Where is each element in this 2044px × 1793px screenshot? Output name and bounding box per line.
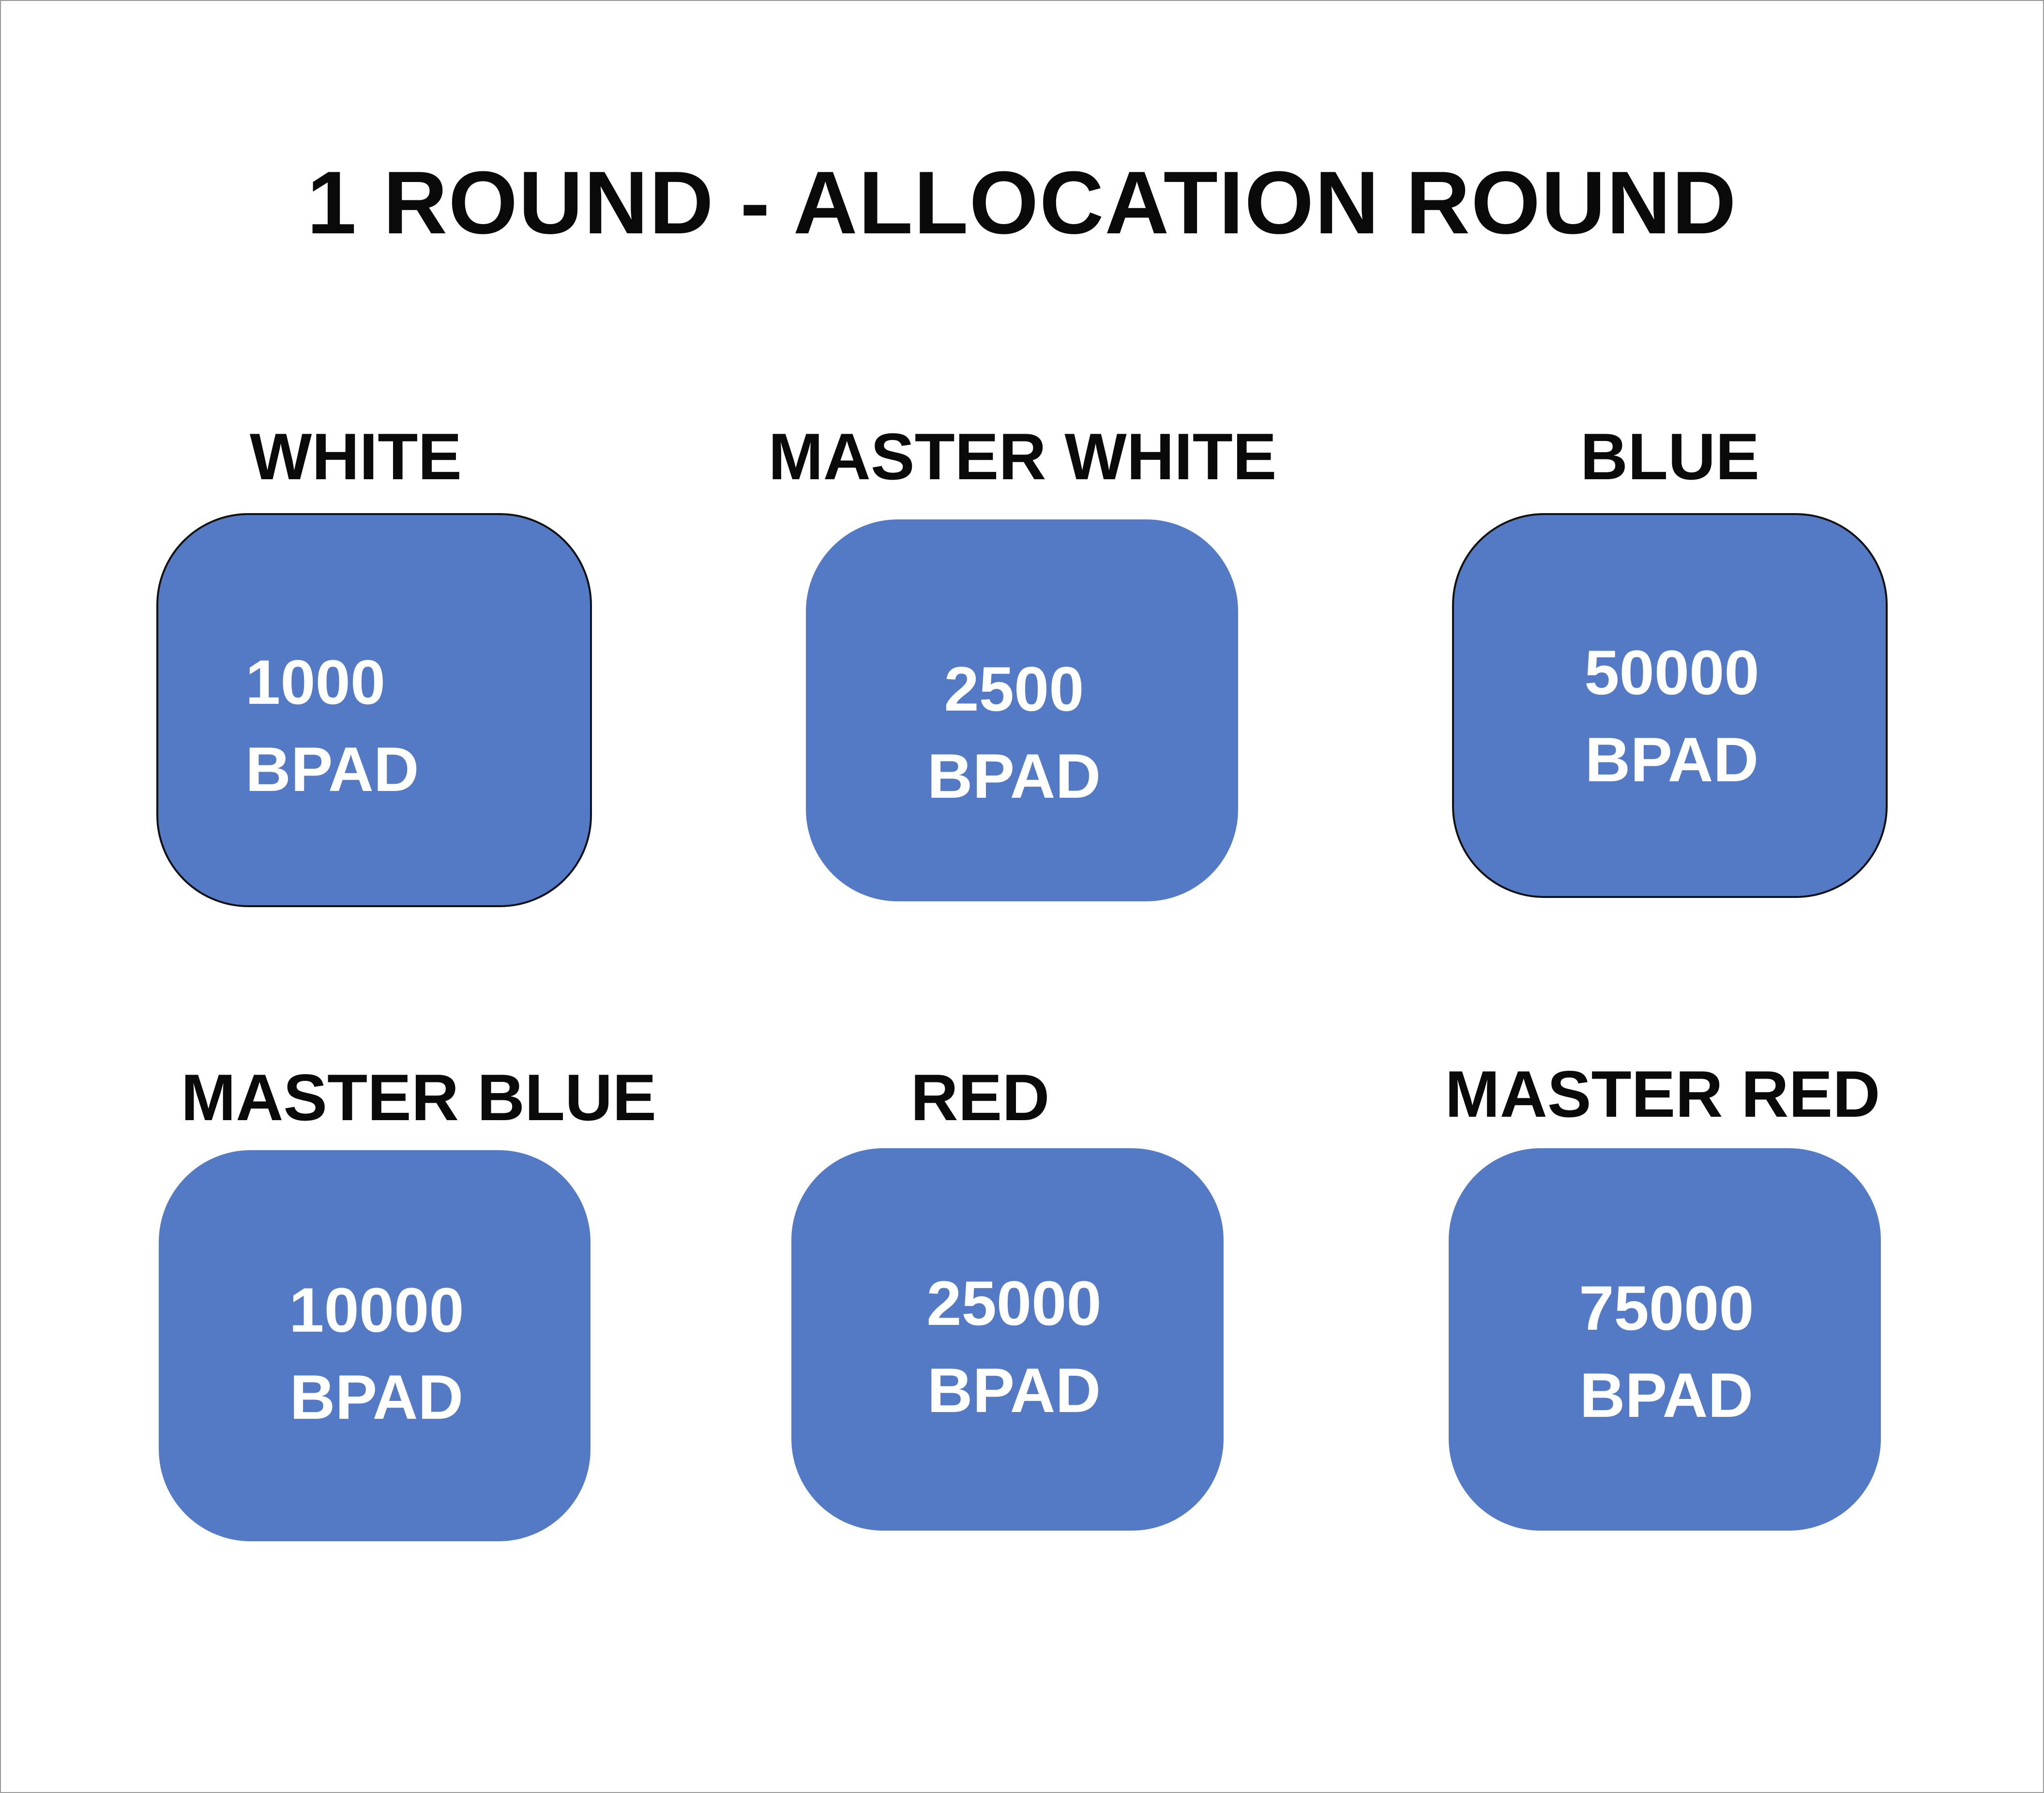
tier-card-text: 50000 BPAD <box>1551 629 1793 803</box>
tier-label-white: WHITE <box>249 420 462 493</box>
tier-amount: 2500 <box>944 653 1084 724</box>
tier-unit: BPAD <box>1585 724 1759 795</box>
tier-card-text: 1000 BPAD <box>245 638 439 813</box>
tier-card-red: 25000 BPAD <box>791 1148 1224 1531</box>
tier-card-white: 1000 BPAD <box>156 513 592 907</box>
tier-label-master-red: MASTER RED <box>1445 1057 1880 1131</box>
tier-label-master-white: MASTER WHITE <box>768 420 1277 493</box>
tier-card-master-blue: 10000 BPAD <box>159 1150 590 1541</box>
tier-unit: BPAD <box>245 734 419 805</box>
tier-label-blue: BLUE <box>1580 420 1760 493</box>
tier-amount: 75000 <box>1579 1273 1754 1343</box>
tier-unit: BPAD <box>927 741 1101 811</box>
tier-unit: BPAD <box>927 1355 1101 1426</box>
tier-card-master-red: 75000 BPAD <box>1449 1148 1881 1531</box>
tier-unit: BPAD <box>289 1362 464 1432</box>
tier-unit: BPAD <box>1579 1360 1754 1430</box>
tier-card-text: 25000 BPAD <box>878 1260 1150 1434</box>
tier-label-red: RED <box>910 1061 1050 1134</box>
tier-amount: 25000 <box>926 1268 1102 1338</box>
tier-card-text: 10000 BPAD <box>256 1266 498 1441</box>
tier-amount: 50000 <box>1584 637 1759 708</box>
page-title: 1 ROUND - ALLOCATION ROUND <box>307 152 1737 252</box>
tier-card-text: 2500 BPAD <box>893 645 1135 820</box>
tier-amount: 1000 <box>245 647 386 717</box>
tier-label-master-blue: MASTER BLUE <box>181 1061 657 1134</box>
tier-amount: 10000 <box>289 1275 464 1345</box>
tier-card-text: 75000 BPAD <box>1541 1264 1792 1439</box>
tier-card-blue: 50000 BPAD <box>1452 513 1888 898</box>
tier-card-master-white: 2500 BPAD <box>806 519 1238 901</box>
